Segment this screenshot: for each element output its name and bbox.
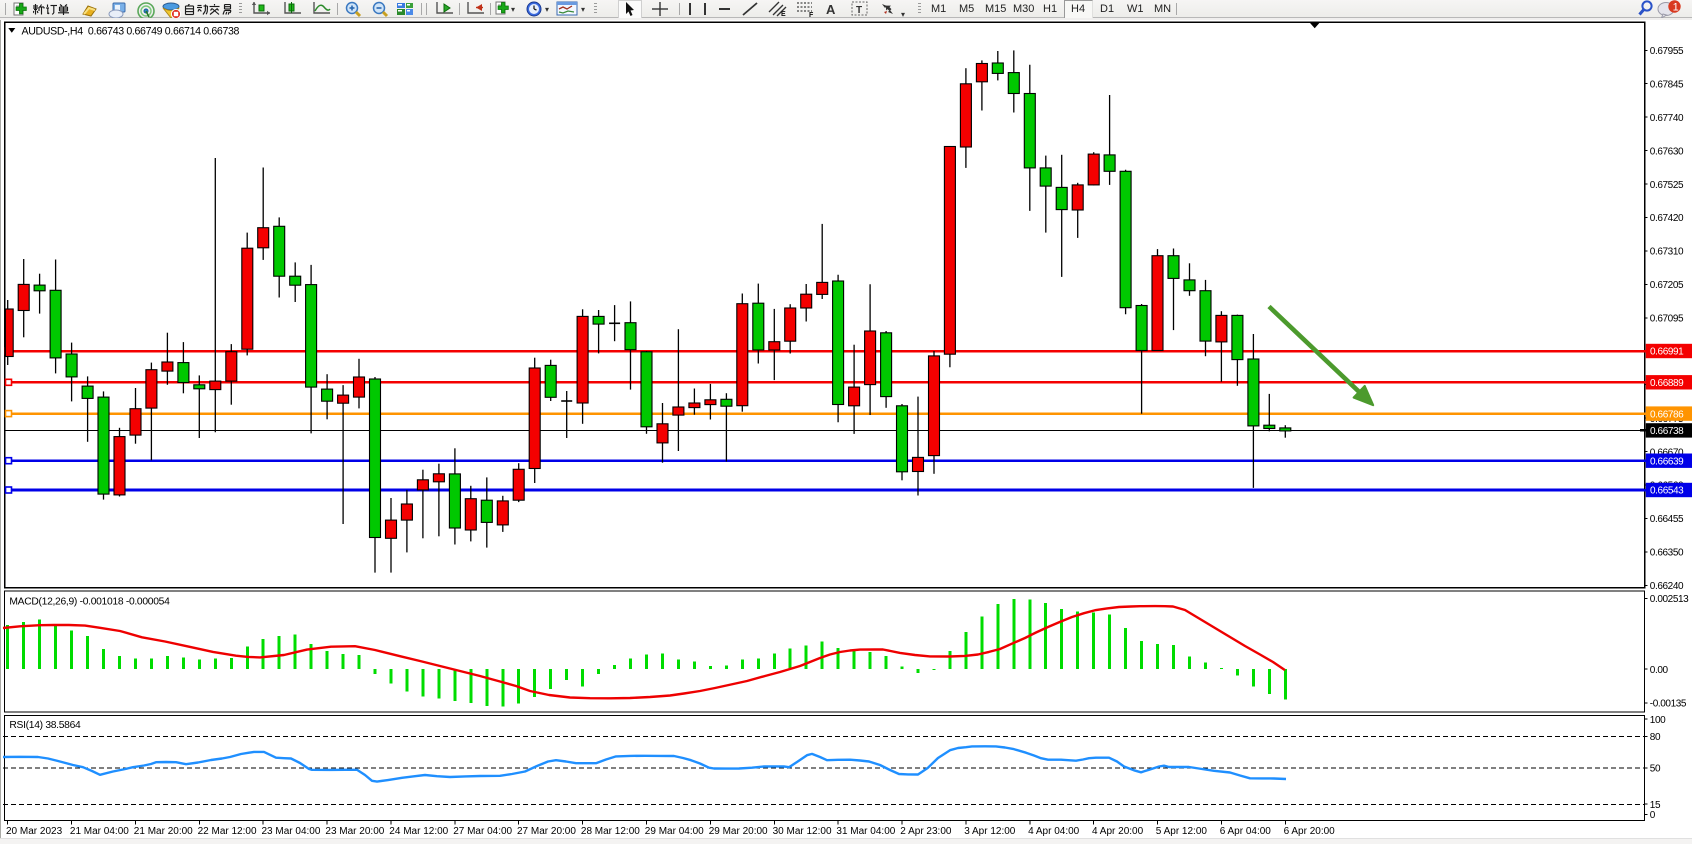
svg-text:5 Apr 12:00: 5 Apr 12:00 xyxy=(1156,826,1208,837)
svg-text:29 Mar 20:00: 29 Mar 20:00 xyxy=(709,826,768,837)
svg-text:6 Apr 20:00: 6 Apr 20:00 xyxy=(1284,826,1336,837)
svg-text:4 Apr 04:00: 4 Apr 04:00 xyxy=(1028,826,1080,837)
svg-text:21 Mar 04:00: 21 Mar 04:00 xyxy=(70,826,129,837)
svg-text:6 Apr 04:00: 6 Apr 04:00 xyxy=(1220,826,1272,837)
svg-text:MACD(12,26,9) -0.001018 -0.000: MACD(12,26,9) -0.001018 -0.000054 xyxy=(9,597,170,608)
svg-text:0.66240: 0.66240 xyxy=(1650,581,1684,592)
svg-text:RSI(14) 38.5864: RSI(14) 38.5864 xyxy=(9,720,81,731)
svg-text:2 Apr 23:00: 2 Apr 23:00 xyxy=(900,826,952,837)
svg-text:27 Mar 20:00: 27 Mar 20:00 xyxy=(517,826,576,837)
svg-text:0.66543: 0.66543 xyxy=(1650,486,1684,497)
svg-text:0.67845: 0.67845 xyxy=(1650,79,1684,90)
svg-text:22 Mar 12:00: 22 Mar 12:00 xyxy=(198,826,257,837)
svg-text:23 Mar 04:00: 23 Mar 04:00 xyxy=(262,826,321,837)
svg-text:24 Mar 12:00: 24 Mar 12:00 xyxy=(389,826,448,837)
svg-text:100: 100 xyxy=(1650,715,1666,726)
svg-text:31 Mar 04:00: 31 Mar 04:00 xyxy=(836,826,895,837)
svg-text:21 Mar 20:00: 21 Mar 20:00 xyxy=(134,826,193,837)
svg-text:0.66991: 0.66991 xyxy=(1650,347,1684,358)
svg-text:0.67630: 0.67630 xyxy=(1650,146,1684,157)
svg-text:0.67205: 0.67205 xyxy=(1650,280,1684,291)
svg-text:3 Apr 12:00: 3 Apr 12:00 xyxy=(964,826,1016,837)
svg-text:80: 80 xyxy=(1650,732,1661,743)
svg-text:AUDUSD-,H4 0.66743 0.66749 0.: AUDUSD-,H4 0.66743 0.66749 0.66714 0.667… xyxy=(22,25,240,37)
svg-text:0.67955: 0.67955 xyxy=(1650,46,1684,57)
svg-text:0.67310: 0.67310 xyxy=(1650,247,1684,258)
svg-text:27 Mar 04:00: 27 Mar 04:00 xyxy=(453,826,512,837)
svg-text:0.66786: 0.66786 xyxy=(1650,409,1684,420)
svg-text:0.67740: 0.67740 xyxy=(1650,113,1684,124)
svg-text:0.67525: 0.67525 xyxy=(1650,180,1684,191)
svg-text:30 Mar 12:00: 30 Mar 12:00 xyxy=(773,826,832,837)
svg-text:0.66889: 0.66889 xyxy=(1650,378,1684,389)
svg-text:0.002513: 0.002513 xyxy=(1650,594,1689,605)
svg-text:20 Mar 2023: 20 Mar 2023 xyxy=(6,826,63,837)
svg-text:4 Apr 20:00: 4 Apr 20:00 xyxy=(1092,826,1144,837)
svg-text:0.66350: 0.66350 xyxy=(1650,548,1684,559)
svg-text:29 Mar 04:00: 29 Mar 04:00 xyxy=(645,826,704,837)
svg-text:50: 50 xyxy=(1650,764,1661,775)
svg-text:0.00: 0.00 xyxy=(1650,665,1669,676)
svg-text:0.66639: 0.66639 xyxy=(1650,456,1684,467)
svg-text:28 Mar 12:00: 28 Mar 12:00 xyxy=(581,826,640,837)
svg-text:0.67420: 0.67420 xyxy=(1650,213,1684,224)
svg-text:0.66738: 0.66738 xyxy=(1650,426,1684,437)
svg-text:0.66455: 0.66455 xyxy=(1650,514,1684,525)
svg-text:23 Mar 20:00: 23 Mar 20:00 xyxy=(325,826,384,837)
svg-text:-0.00135: -0.00135 xyxy=(1650,699,1687,710)
svg-text:0: 0 xyxy=(1650,810,1656,821)
svg-text:0.67095: 0.67095 xyxy=(1650,314,1684,325)
